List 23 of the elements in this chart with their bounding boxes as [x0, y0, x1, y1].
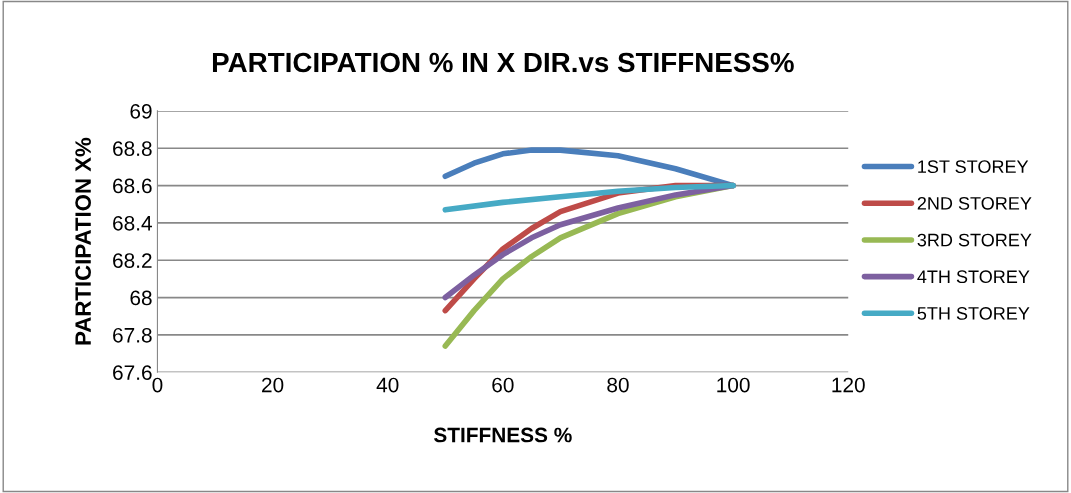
y-tick-label: 67.6: [113, 365, 152, 380]
y-tick-label: 67.8: [113, 327, 152, 343]
x-tick-label: 80: [607, 377, 629, 393]
x-tick-label: 120: [832, 377, 865, 393]
chart-title: PARTICIPATION % IN X DIR.vs STIFFNESS%: [212, 52, 794, 73]
x-axis-title: STIFFNESS %: [433, 427, 572, 443]
legend-label: 2ND STOREY: [917, 196, 1032, 210]
x-tick-label: 20: [262, 377, 284, 393]
x-tick-label: 40: [376, 377, 399, 393]
y-tick-label: 68: [130, 290, 152, 306]
legend-label: 1ST STOREY: [918, 160, 1029, 174]
y-tick-label: 69: [130, 103, 152, 119]
x-tick-label: 60: [492, 377, 514, 393]
y-axis-title: PARTICIPATION X%: [75, 137, 91, 345]
legend-label: 5TH STOREY: [917, 307, 1030, 320]
y-tick-label: 68.2: [113, 253, 152, 268]
y-tick-label: 68.4: [113, 215, 152, 231]
y-tick-label: 68.6: [113, 178, 152, 194]
y-tick-label: 68.8: [113, 141, 152, 157]
legend-label: 4TH STOREY: [917, 270, 1030, 284]
x-tick-label: 0: [152, 377, 163, 393]
x-tick-label: 100: [717, 377, 750, 393]
legend-label: 3RD STOREY: [917, 233, 1032, 247]
